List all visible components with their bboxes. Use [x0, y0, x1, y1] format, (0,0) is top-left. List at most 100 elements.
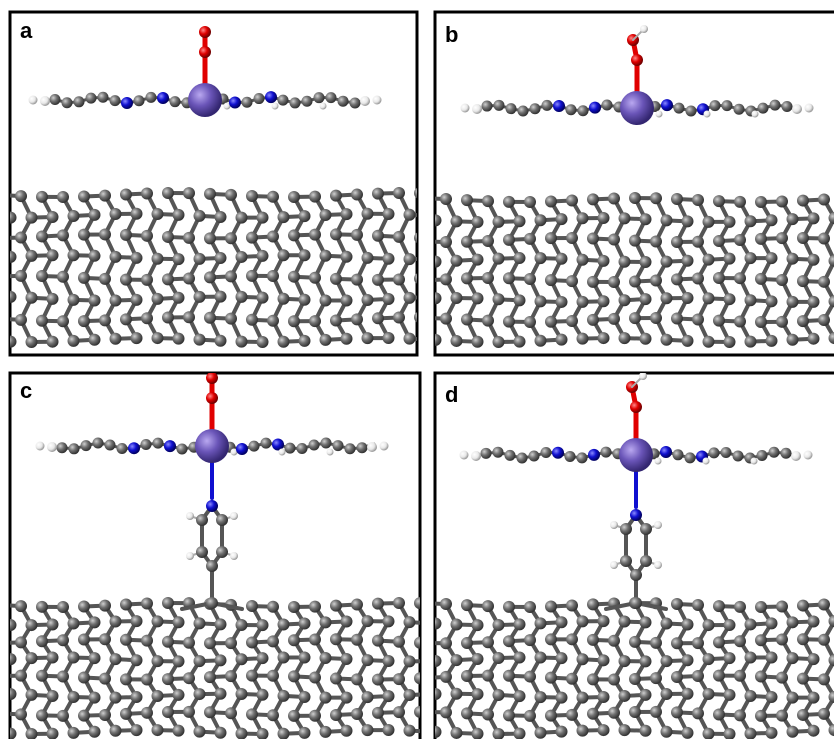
atom [755, 670, 767, 683]
atom [199, 26, 211, 38]
atom [629, 673, 641, 686]
atom [577, 105, 589, 117]
atom [104, 439, 116, 451]
atom [393, 673, 405, 686]
atom [393, 597, 405, 610]
atom [183, 636, 195, 649]
atom [382, 615, 395, 628]
atom [516, 452, 528, 464]
atom [162, 273, 174, 286]
atom [172, 616, 185, 629]
atom [309, 600, 321, 613]
bond [418, 674, 420, 681]
atom [206, 597, 218, 609]
atom [828, 212, 834, 224]
atom [130, 293, 143, 306]
atom [524, 634, 536, 647]
atom [440, 670, 452, 683]
atom [720, 446, 732, 458]
atom [723, 619, 736, 632]
atom [618, 255, 631, 268]
atom [702, 292, 715, 305]
atom [67, 726, 80, 739]
atom [235, 290, 248, 303]
atom [589, 101, 601, 114]
atom [471, 688, 484, 701]
atom [660, 292, 673, 305]
atom [545, 671, 557, 684]
panel-frame [8, 10, 419, 357]
atom [57, 634, 69, 647]
atom [450, 687, 463, 700]
atom [204, 706, 216, 719]
atom [372, 634, 384, 647]
atom [435, 214, 442, 227]
atom [503, 195, 515, 208]
atom [130, 207, 143, 220]
atom [0, 670, 6, 682]
atom [403, 689, 416, 702]
atom [67, 210, 80, 223]
atom [555, 652, 568, 665]
atom [382, 207, 395, 220]
atom [256, 335, 269, 348]
atom [818, 232, 830, 245]
atom [414, 232, 417, 244]
atom [330, 228, 342, 241]
atom [744, 335, 757, 348]
atom [640, 523, 652, 535]
atom [284, 442, 296, 454]
atom [330, 672, 342, 685]
atom [503, 272, 515, 285]
atom [186, 552, 194, 560]
atom [235, 687, 248, 700]
atom [723, 215, 736, 228]
atom [330, 599, 342, 612]
atom [88, 652, 101, 665]
atom [340, 294, 353, 307]
atom [524, 272, 536, 285]
atom [349, 97, 361, 109]
atom [555, 616, 568, 629]
atom [152, 437, 164, 449]
atom [35, 441, 45, 451]
atom [534, 691, 547, 704]
atom [755, 232, 767, 245]
atom [141, 187, 153, 200]
atom [576, 691, 589, 704]
atom [524, 232, 536, 245]
atom [576, 615, 589, 628]
atom [818, 633, 830, 646]
bond [420, 279, 431, 297]
atom [309, 709, 321, 722]
atom [241, 96, 253, 108]
atom [78, 600, 90, 613]
atom [393, 230, 405, 243]
atom [660, 333, 673, 346]
atom [524, 315, 536, 328]
atom [330, 633, 342, 646]
atom [576, 724, 589, 737]
atom [734, 600, 746, 613]
atom [186, 512, 194, 520]
atom [660, 214, 673, 227]
atom [360, 96, 370, 106]
atom [246, 231, 258, 244]
atom [482, 708, 494, 721]
atom [272, 438, 284, 451]
atom [713, 600, 725, 613]
atom [807, 691, 820, 704]
atom [481, 100, 493, 112]
atom [372, 95, 382, 105]
atom [566, 599, 578, 612]
atom [639, 373, 647, 380]
atom [807, 332, 820, 345]
atom [332, 440, 344, 452]
atom [608, 706, 620, 719]
atom [755, 600, 767, 613]
atom [618, 332, 631, 345]
atom [671, 273, 683, 286]
atom [403, 253, 416, 266]
atom [225, 670, 237, 683]
atom [162, 635, 174, 648]
